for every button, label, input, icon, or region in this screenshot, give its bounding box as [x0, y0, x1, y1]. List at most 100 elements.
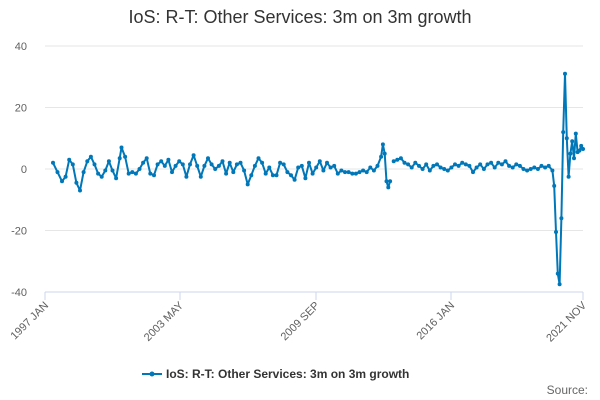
data-point[interactable] [402, 160, 407, 165]
data-point[interactable] [256, 156, 261, 161]
data-point[interactable] [242, 168, 247, 173]
data-point[interactable] [361, 168, 366, 173]
data-point[interactable] [375, 163, 380, 168]
data-point[interactable] [106, 159, 111, 164]
data-point[interactable] [67, 157, 72, 162]
data-point[interactable] [130, 170, 135, 175]
data-point[interactable] [263, 171, 268, 176]
data-point[interactable] [206, 156, 210, 161]
data-point[interactable] [141, 160, 146, 165]
data-point[interactable] [321, 168, 326, 173]
data-point[interactable] [467, 163, 472, 168]
data-point[interactable] [546, 163, 551, 168]
data-point[interactable] [384, 179, 389, 184]
data-point[interactable] [260, 160, 265, 165]
data-point[interactable] [577, 148, 582, 153]
data-point[interactable] [335, 171, 340, 176]
data-point[interactable] [110, 168, 115, 173]
data-point[interactable] [563, 71, 567, 76]
data-point[interactable] [554, 230, 558, 234]
data-point[interactable] [227, 160, 232, 165]
data-point[interactable] [148, 171, 153, 176]
data-point[interactable] [234, 162, 239, 167]
data-point[interactable] [317, 159, 322, 164]
data-point[interactable] [249, 173, 254, 178]
data-point[interactable] [126, 171, 131, 176]
data-point[interactable] [460, 160, 465, 165]
data-point[interactable] [557, 282, 562, 287]
data-point[interactable] [184, 174, 189, 179]
data-point[interactable] [478, 162, 483, 167]
data-point[interactable] [137, 167, 142, 171]
data-point[interactable] [88, 154, 93, 159]
data-point[interactable] [568, 151, 573, 156]
data-point[interactable] [492, 165, 497, 170]
data-point[interactable] [213, 167, 218, 171]
data-point[interactable] [209, 162, 214, 167]
data-point[interactable] [245, 182, 250, 187]
data-point[interactable] [572, 156, 576, 161]
data-point[interactable] [413, 160, 418, 165]
data-point[interactable] [114, 176, 119, 181]
data-point[interactable] [570, 139, 575, 144]
data-point[interactable] [85, 159, 90, 164]
data-point[interactable] [539, 163, 544, 168]
data-point[interactable] [395, 157, 400, 162]
data-point[interactable] [445, 168, 450, 173]
data-point[interactable] [117, 156, 122, 161]
data-point[interactable] [380, 142, 385, 147]
data-point[interactable] [481, 167, 486, 171]
data-point[interactable] [471, 170, 475, 175]
data-point[interactable] [51, 160, 55, 165]
data-point[interactable] [353, 171, 358, 176]
series-line[interactable] [51, 71, 585, 287]
data-point[interactable] [74, 180, 79, 185]
data-point[interactable] [267, 165, 272, 170]
data-point[interactable] [532, 165, 537, 170]
data-point[interactable] [195, 163, 200, 168]
data-point[interactable] [252, 163, 257, 168]
data-point[interactable] [431, 163, 436, 168]
data-point[interactable] [521, 167, 526, 171]
data-point[interactable] [63, 174, 68, 179]
data-point[interactable] [398, 156, 403, 161]
data-point[interactable] [220, 159, 225, 164]
data-point[interactable] [424, 162, 429, 167]
series-path-segment[interactable] [393, 72, 584, 286]
data-point[interactable] [581, 147, 585, 151]
data-point[interactable] [559, 216, 564, 221]
data-point[interactable] [296, 165, 301, 170]
data-point[interactable] [188, 162, 192, 167]
data-point[interactable] [81, 170, 86, 175]
data-point[interactable] [310, 171, 315, 176]
series-path-segment[interactable] [52, 143, 392, 192]
data-point[interactable] [453, 162, 457, 167]
data-point[interactable] [463, 162, 468, 167]
data-point[interactable] [159, 159, 164, 164]
data-point[interactable] [517, 163, 522, 168]
data-point[interactable] [289, 173, 293, 178]
data-point[interactable] [449, 165, 454, 170]
data-point[interactable] [292, 177, 297, 182]
data-point[interactable] [123, 154, 128, 159]
legend[interactable]: IoS: R-T: Other Services: 3m on 3m growt… [142, 367, 409, 381]
data-point[interactable] [564, 136, 569, 141]
data-point[interactable] [328, 165, 333, 170]
data-point[interactable] [96, 171, 101, 176]
data-point[interactable] [343, 170, 347, 175]
data-point[interactable] [499, 162, 504, 167]
data-point[interactable] [528, 167, 533, 171]
data-point[interactable] [303, 176, 308, 181]
data-point[interactable] [55, 170, 60, 175]
data-point[interactable] [368, 165, 373, 170]
data-point[interactable] [417, 163, 421, 168]
data-point[interactable] [514, 162, 519, 167]
data-point[interactable] [216, 163, 221, 168]
data-point[interactable] [202, 163, 207, 168]
data-point[interactable] [406, 162, 411, 167]
data-point[interactable] [231, 170, 236, 175]
data-point[interactable] [371, 168, 376, 173]
data-point[interactable] [325, 160, 329, 165]
data-point[interactable] [133, 171, 138, 176]
data-point[interactable] [332, 163, 337, 168]
